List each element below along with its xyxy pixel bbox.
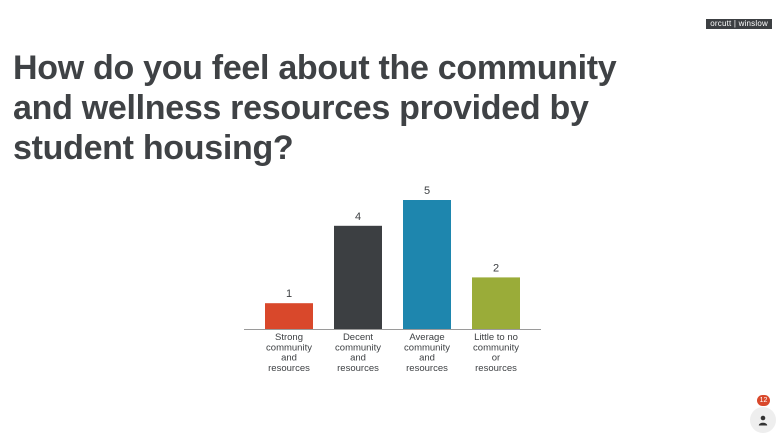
category-label-2: Decent community and resources [335, 332, 381, 374]
category-label-4: Little to no community or resources [473, 332, 519, 374]
person-icon [758, 415, 768, 425]
data-label-4: 2 [493, 262, 499, 274]
participants-button[interactable]: 12 [750, 395, 776, 433]
page-title: How do you feel about the community and … [13, 49, 617, 167]
category-label-3: Average community and resources [404, 332, 450, 374]
bar-4 [472, 277, 520, 329]
data-label-1: 1 [286, 288, 292, 300]
bar-1 [265, 303, 313, 329]
category-label-1: Strong community and resources [266, 332, 312, 374]
data-label-3: 5 [424, 185, 430, 197]
bar-2 [334, 225, 382, 329]
brand-logo: orcutt | winslow [706, 19, 772, 29]
participant-count-badge: 12 [757, 395, 770, 406]
data-label-2: 4 [355, 211, 361, 223]
bar-3 [403, 200, 451, 329]
